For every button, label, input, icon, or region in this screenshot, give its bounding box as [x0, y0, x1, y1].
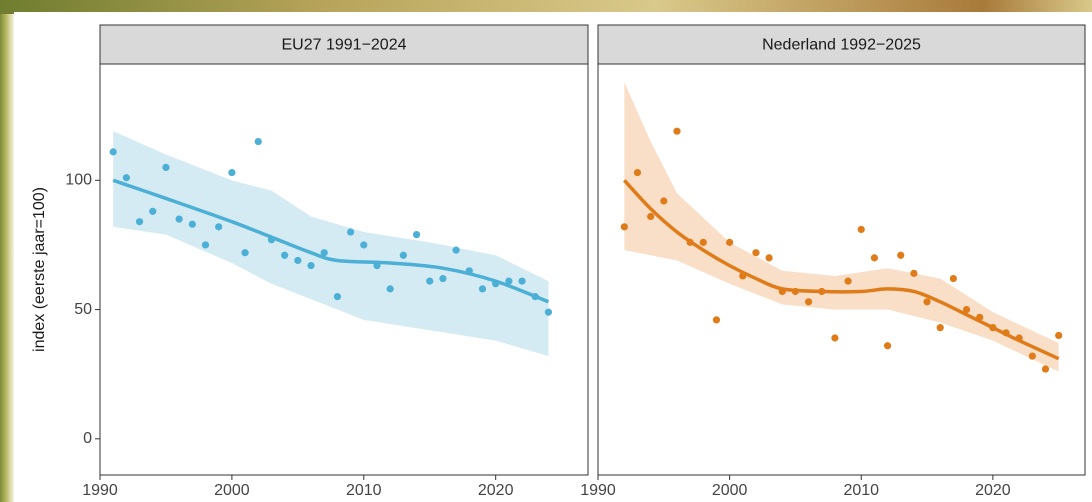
data-point — [215, 223, 223, 231]
y-tick-label: 50 — [74, 301, 92, 318]
x-tick-label: 1990 — [580, 482, 616, 499]
data-point — [831, 334, 839, 342]
plot-background — [14, 12, 1092, 502]
data-point — [949, 274, 957, 283]
data-point — [518, 277, 526, 285]
data-point — [1028, 352, 1036, 360]
data-point — [910, 269, 918, 277]
data-point — [346, 228, 355, 236]
facet-strip — [597, 24, 1086, 65]
y-axis-label: index (eerste jaar=100) — [31, 187, 48, 352]
data-point — [122, 174, 130, 182]
data-point — [135, 218, 144, 226]
data-point — [897, 251, 905, 259]
panel-border — [597, 63, 1086, 476]
data-point — [673, 127, 681, 135]
data-point — [633, 168, 642, 177]
data-point — [699, 238, 707, 246]
data-point — [307, 262, 315, 270]
data-point — [412, 231, 421, 239]
x-tick-label: 2010 — [346, 482, 382, 499]
trend-line — [623, 179, 1060, 361]
data-point — [752, 249, 760, 257]
data-point — [1055, 331, 1063, 340]
y-tick-label: 0 — [83, 430, 92, 447]
data-point — [936, 324, 944, 332]
data-point — [188, 220, 196, 228]
x-tick-label: 2020 — [975, 482, 1011, 499]
data-point — [844, 277, 852, 285]
data-point — [439, 274, 447, 283]
data-point — [712, 316, 721, 324]
confidence-band — [113, 131, 549, 357]
background-image — [0, 0, 1092, 14]
data-point — [883, 342, 892, 350]
data-point — [1041, 365, 1050, 373]
data-point — [452, 246, 460, 254]
data-point — [962, 305, 971, 314]
data-point — [620, 223, 628, 231]
y-tick-label: 100 — [65, 172, 92, 189]
data-point — [360, 241, 368, 249]
confidence-band — [624, 82, 1059, 372]
data-point — [505, 277, 513, 285]
data-point — [399, 251, 407, 259]
data-point — [162, 163, 170, 171]
data-point — [201, 241, 210, 249]
data-point — [109, 148, 117, 156]
data-point — [175, 215, 183, 223]
data-point — [870, 254, 879, 262]
data-point — [923, 298, 931, 306]
data-point — [281, 251, 289, 259]
data-point — [426, 277, 434, 285]
data-point — [726, 238, 734, 246]
data-point — [804, 298, 813, 306]
data-point — [241, 249, 249, 257]
data-point — [386, 285, 394, 293]
data-point — [660, 197, 668, 205]
x-tick-label: 2000 — [712, 482, 748, 499]
x-tick-label: 2000 — [214, 482, 250, 499]
data-point — [320, 249, 328, 257]
data-point — [544, 308, 553, 316]
facet-title: Nederland 1992−2025 — [762, 37, 921, 54]
data-point — [228, 168, 236, 177]
panel-border — [99, 63, 589, 476]
data-point — [294, 256, 302, 265]
x-tick-label: 1990 — [82, 482, 118, 499]
data-point — [765, 254, 773, 262]
data-point — [254, 137, 262, 146]
facet-strip — [99, 24, 589, 65]
trend-line — [112, 178, 550, 304]
data-point — [857, 225, 865, 234]
data-point — [647, 212, 655, 221]
facet-title: EU27 1991−2024 — [282, 37, 407, 54]
data-point — [478, 285, 487, 293]
data-point — [333, 293, 342, 301]
x-tick-label: 2020 — [478, 482, 514, 499]
data-point — [149, 207, 157, 215]
x-tick-label: 2010 — [843, 482, 879, 499]
